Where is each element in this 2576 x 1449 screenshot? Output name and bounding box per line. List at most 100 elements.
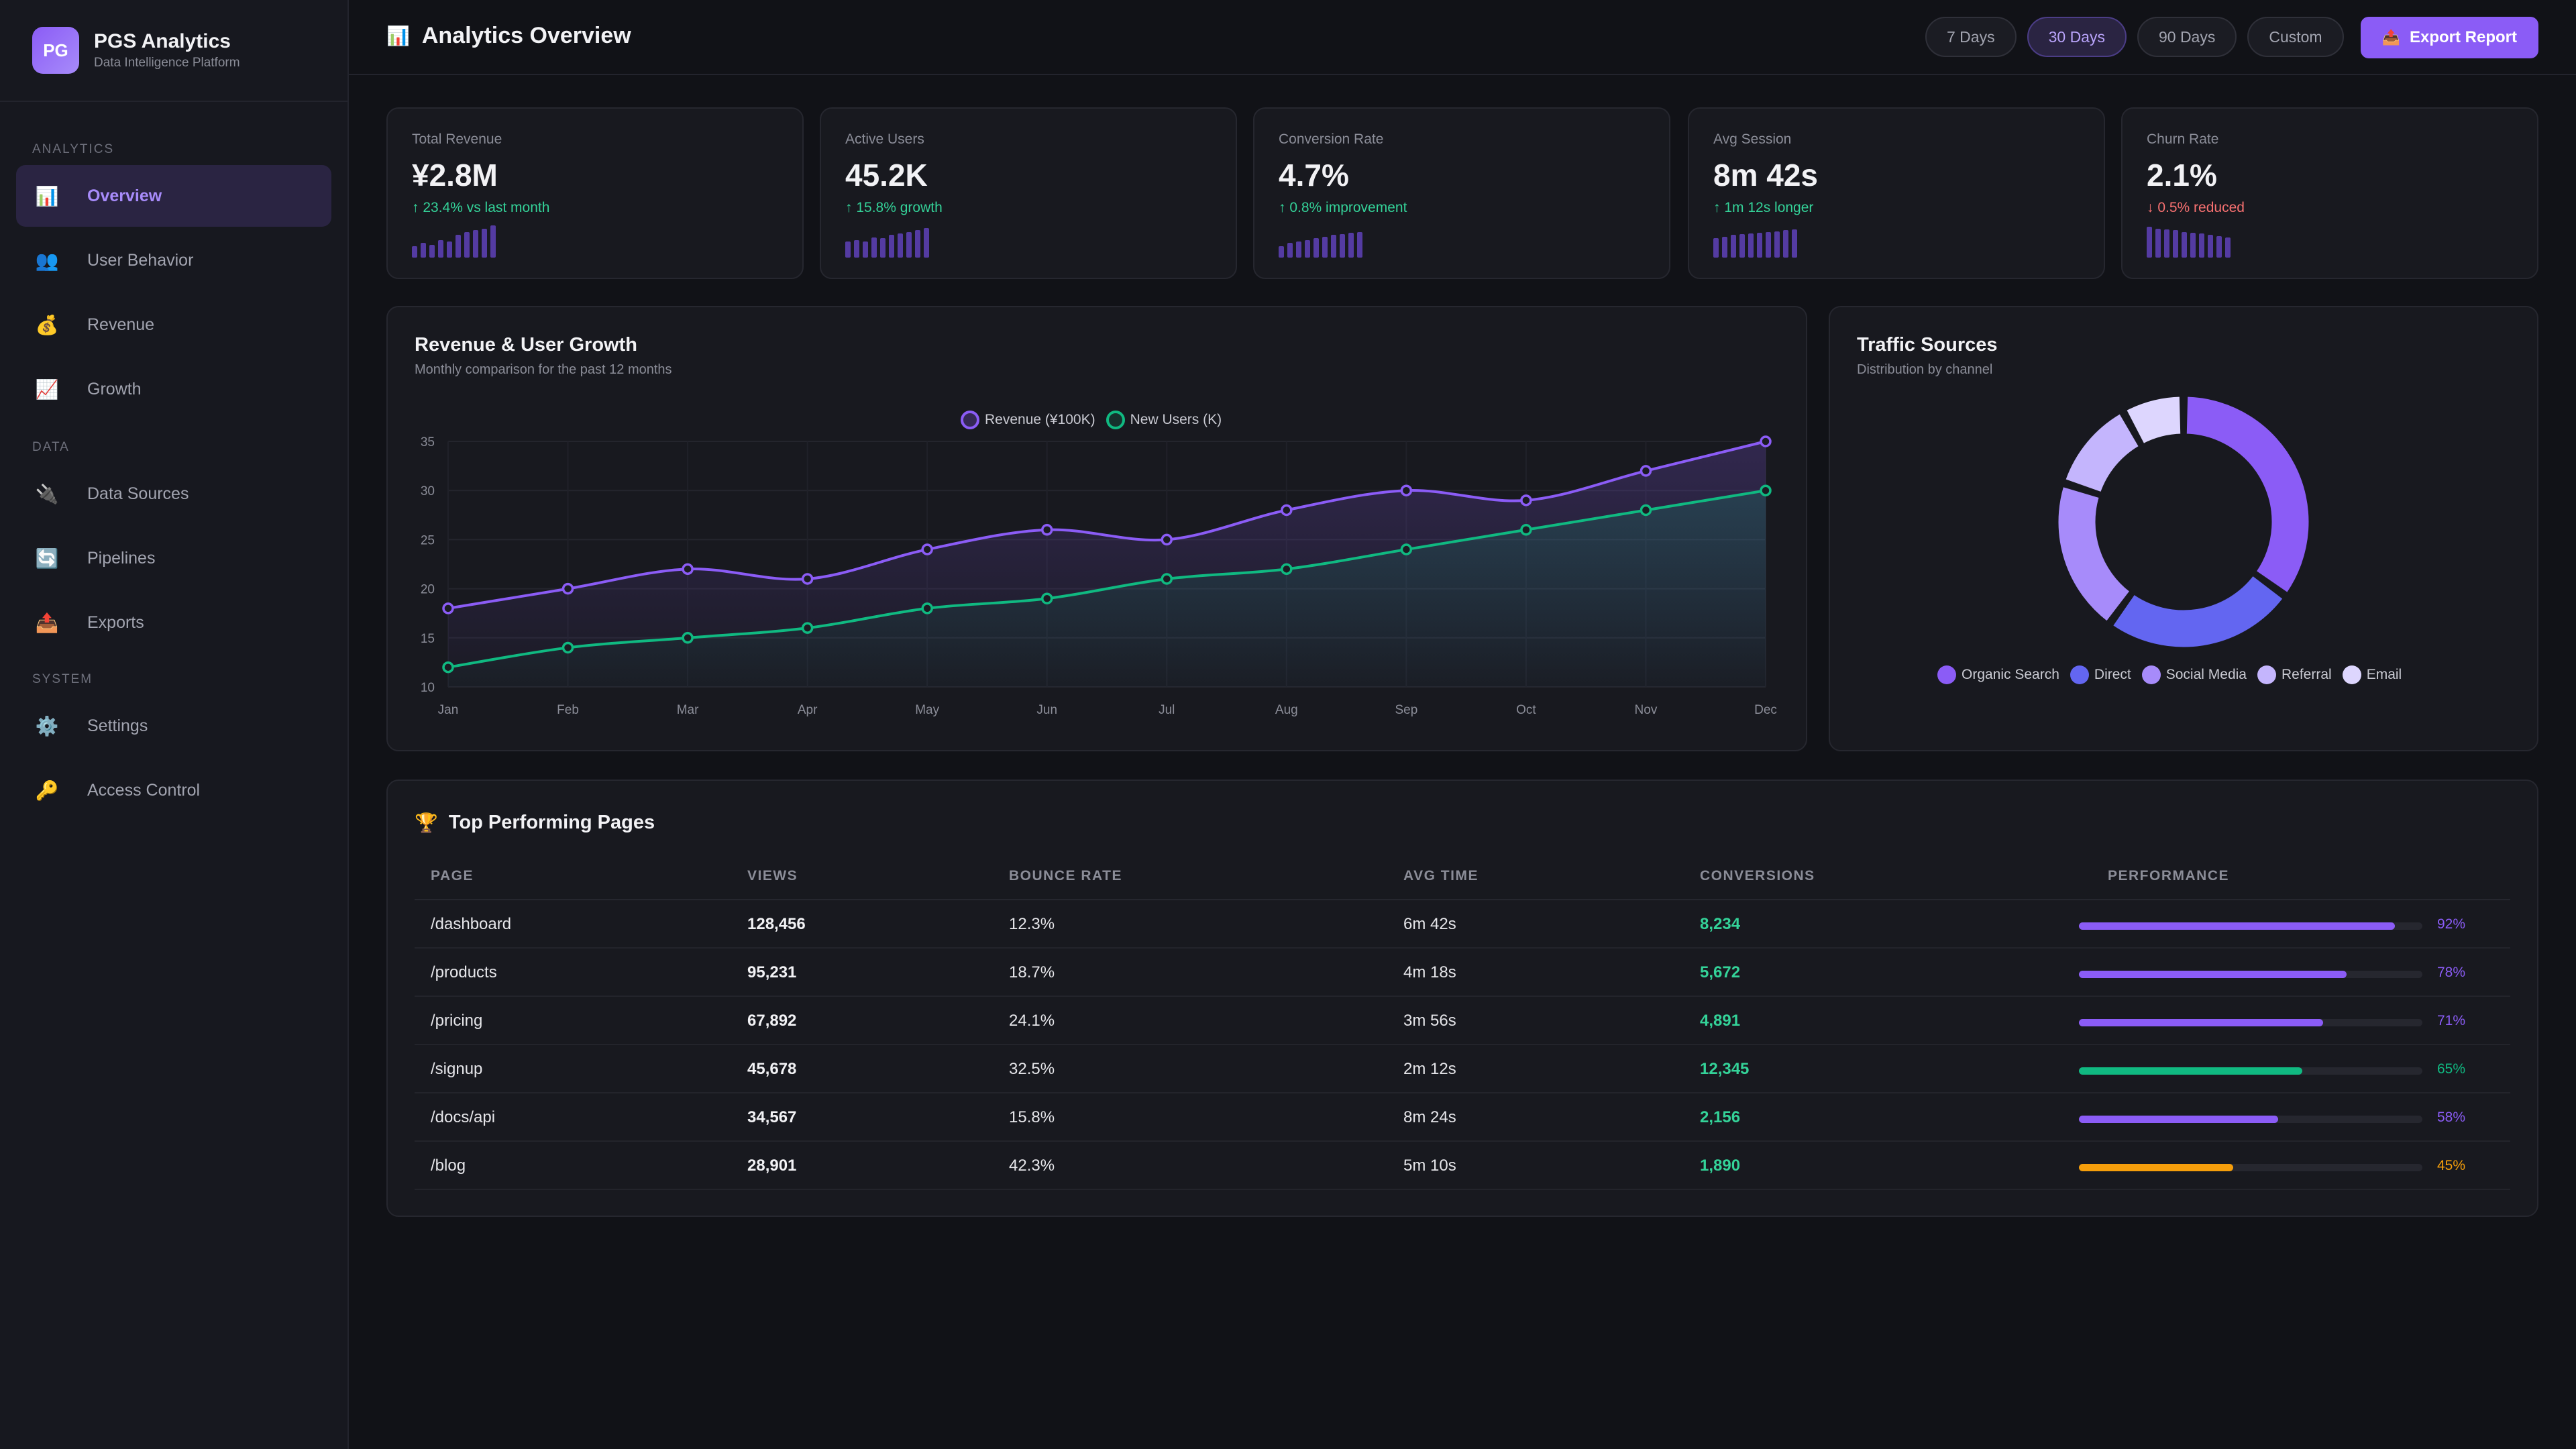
kpi-label: Churn Rate [2147,131,2219,147]
sparkline-bar [1757,233,1762,258]
sidebar-item-exports[interactable]: 📤 Exports [16,592,331,653]
table-row[interactable]: /products 95,231 18.7% 4m 18s 5,672 78% [415,949,2510,997]
series-line [447,440,1766,610]
range-30-days-button[interactable]: 30 Days [2027,17,2127,57]
sparkline-bar [2190,233,2196,258]
data-point [1520,494,1532,506]
kpi-delta: ↓ 0.5% reduced [2147,200,2245,215]
panel-subtitle: Distribution by channel [1857,362,1993,377]
kpi-card-active-users[interactable]: Active Users 45.2K ↑ 15.8% growth [820,107,1237,279]
sparkline-bar [2147,227,2152,258]
table-row[interactable]: /docs/api 34,567 15.8% 8m 24s 2,156 58% [415,1093,2510,1142]
performance-bar-fill [2079,922,2396,930]
money-bag-icon: 💰 [35,314,59,335]
performance-bar-fill [2079,971,2347,978]
legend-label: Referral [2281,667,2332,682]
column-header-views[interactable]: VIEWS [747,868,798,883]
sparkline-bar [845,241,851,258]
legend-item-organic-search[interactable]: Organic Search [1937,665,2059,684]
performance-percent: 92% [2437,916,2466,932]
sparkline-bar [482,229,487,258]
sparkline-bar [1340,234,1345,258]
top-pages-panel: 🏆 Top Performing Pages PAGE VIEWS BOUNCE… [386,780,2538,1217]
legend-item-new-users[interactable]: New Users (K) [1106,411,1222,429]
legend-item-social-media[interactable]: Social Media [2141,665,2247,684]
sidebar-item-settings[interactable]: ⚙️ Settings [16,695,331,757]
legend-swatch [2257,665,2276,684]
divider [0,101,349,102]
cell-avg-time: 2m 12s [1403,1060,1456,1078]
legend-item-email[interactable]: Email [2342,665,2402,684]
sidebar-item-overview[interactable]: 📊 Overview [16,165,331,227]
column-header-performance[interactable]: PERFORMANCE [2108,868,2230,883]
sparkline-bar [1774,231,1780,258]
plug-icon: 🔌 [35,483,59,504]
performance-bar [2079,971,2422,978]
sidebar-item-revenue[interactable]: 💰 Revenue [16,294,331,356]
cell-views: 95,231 [747,963,797,981]
header: 📊 Analytics Overview 7 Days 30 Days 90 D… [349,0,2576,75]
sidebar-item-label: Exports [87,612,144,632]
sidebar-item-data-sources[interactable]: 🔌 Data Sources [16,463,331,525]
export-report-button[interactable]: 📤 Export Report [2360,17,2538,58]
cell-avg-time: 8m 24s [1403,1108,1456,1126]
table-row[interactable]: /dashboard 128,456 12.3% 6m 42s 8,234 92% [415,900,2510,949]
trend-up-icon: 📈 [35,378,59,400]
cell-page: /signup [431,1060,483,1078]
kpi-label: Active Users [845,131,924,147]
data-point [561,582,574,595]
sparkline-bar [889,235,894,258]
x-tick-label: Aug [1275,703,1298,717]
column-header-bounce-rate[interactable]: BOUNCE RATE [1009,868,1122,883]
performance-bar-fill [2079,1067,2302,1075]
performance-bar [2079,922,2422,930]
kpi-delta: ↑ 1m 12s longer [1713,200,1814,215]
sidebar-item-pipelines[interactable]: 🔄 Pipelines [16,527,331,589]
sparkline-bar [421,243,426,258]
x-tick-label: Feb [557,703,579,717]
y-tick-label: 25 [421,533,435,547]
sparkline-bar [412,246,417,258]
column-header-conversions[interactable]: CONVERSIONS [1700,868,1815,883]
page-title: Analytics Overview [421,23,631,48]
cycle-icon: 🔄 [35,547,59,569]
legend-item-revenue[interactable]: Revenue (¥100K) [961,411,1095,429]
kpi-card-avg-session[interactable]: Avg Session 8m 42s ↑ 1m 12s longer [1688,107,2105,279]
bar-chart-icon: 📊 [386,25,410,46]
sparkline-bar [1279,246,1284,258]
cell-page: /blog [431,1157,466,1175]
legend-item-direct[interactable]: Direct [2070,665,2131,684]
cell-avg-time: 5m 10s [1403,1157,1456,1175]
kpi-sparkline [2147,227,2231,258]
sidebar: PG PGS Analytics Data Intelligence Platf… [0,0,349,1449]
data-point [921,543,933,555]
performance-bar-fill [2079,1116,2278,1123]
range-7-days-button[interactable]: 7 Days [1925,17,2017,57]
kpi-label: Conversion Rate [1279,131,1384,147]
nav-section-system: SYSTEM [32,672,93,686]
donut-slice [2110,574,2285,649]
table-row[interactable]: /signup 45,678 32.5% 2m 12s 12,345 65% [415,1045,2510,1093]
kpi-card-conversion-rate[interactable]: Conversion Rate 4.7% ↑ 0.8% improvement [1253,107,1670,279]
table-row[interactable]: /blog 28,901 42.3% 5m 10s 1,890 45% [415,1142,2510,1190]
column-header-page[interactable]: PAGE [431,868,474,883]
table-row[interactable]: /pricing 67,892 24.1% 3m 56s 4,891 71% [415,997,2510,1045]
sparkline-bar [2173,230,2178,258]
sparkline-bar [906,232,912,258]
legend-label: Social Media [2165,667,2247,682]
cell-conversions: 2,156 [1700,1108,1741,1126]
kpi-card-churn-rate[interactable]: Churn Rate 2.1% ↓ 0.5% reduced [2121,107,2538,279]
brand[interactable]: PG PGS Analytics Data Intelligence Platf… [32,27,240,74]
range-90-days-button[interactable]: 90 Days [2137,17,2237,57]
panel-title: Traffic Sources [1857,334,1998,356]
sidebar-item-access-control[interactable]: 🔑 Access Control [16,759,331,821]
kpi-card-total-revenue[interactable]: Total Revenue ¥2.8M ↑ 23.4% vs last mont… [386,107,804,279]
sidebar-item-user-behavior[interactable]: 👥 User Behavior [16,229,331,291]
sidebar-item-growth[interactable]: 📈 Growth [16,358,331,420]
performance-bar-fill [2079,1164,2234,1171]
legend-item-referral[interactable]: Referral [2257,665,2332,684]
sparkline-bar [2182,232,2187,258]
sparkline-bar [2155,229,2161,258]
range-custom-button[interactable]: Custom [2247,17,2344,57]
column-header-avg-time[interactable]: AVG TIME [1403,868,1479,883]
